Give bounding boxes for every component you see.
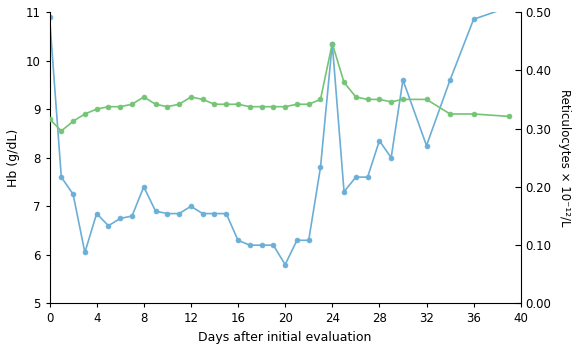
X-axis label: Days after initial evaluation: Days after initial evaluation [198,331,372,344]
Y-axis label: Hb (g/dL): Hb (g/dL) [7,128,20,187]
Y-axis label: Reticulocytes × 10⁻¹²/L: Reticulocytes × 10⁻¹²/L [558,89,571,226]
